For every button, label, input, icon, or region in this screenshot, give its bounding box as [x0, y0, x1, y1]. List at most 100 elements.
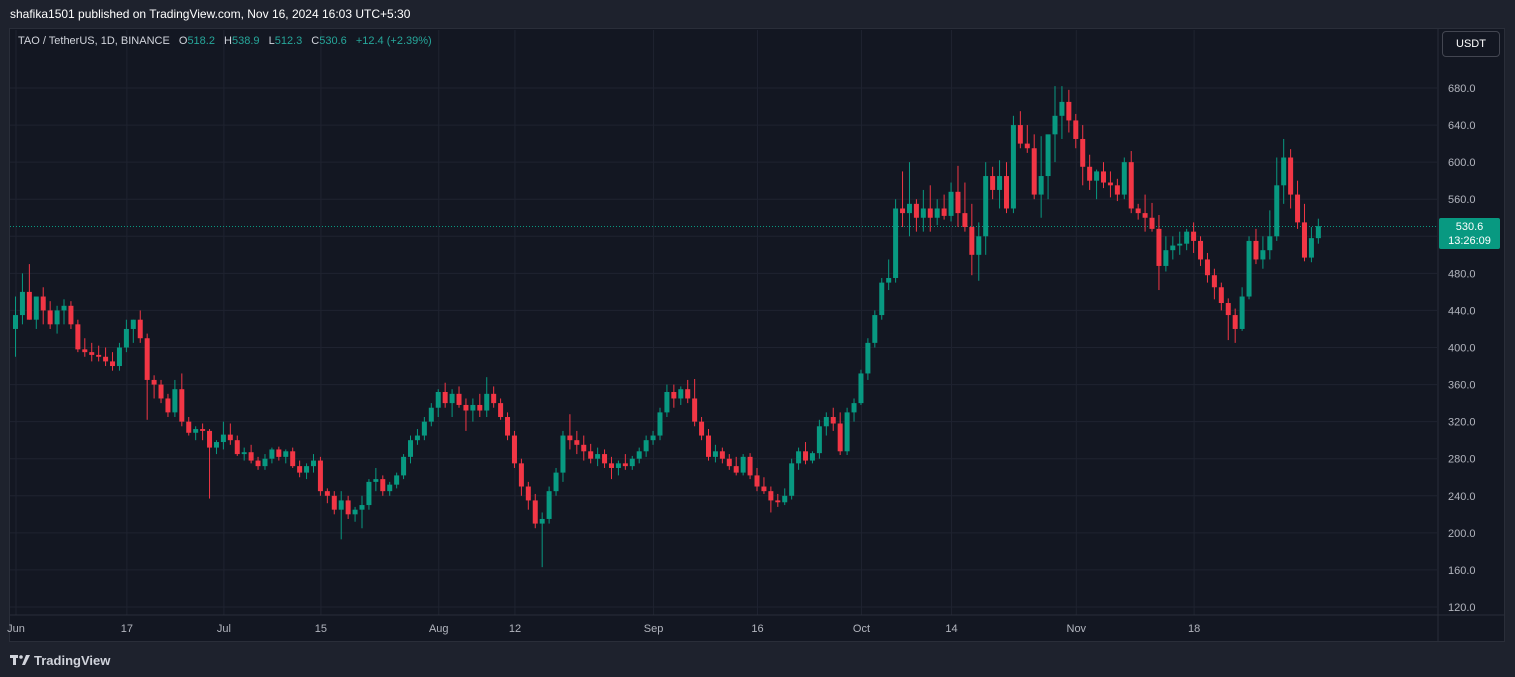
candle[interactable] — [886, 259, 892, 291]
candle[interactable] — [1267, 210, 1273, 260]
candle[interactable] — [1045, 134, 1051, 200]
candle[interactable] — [82, 338, 88, 357]
candle[interactable] — [1052, 86, 1058, 163]
candle[interactable] — [310, 454, 316, 473]
candle[interactable] — [1191, 222, 1197, 253]
candle[interactable] — [1087, 154, 1093, 190]
candle[interactable] — [581, 435, 587, 461]
candle[interactable] — [470, 398, 476, 422]
candle[interactable] — [248, 444, 254, 464]
candle[interactable] — [809, 451, 815, 464]
candle[interactable] — [906, 162, 912, 237]
candle[interactable] — [317, 456, 323, 496]
candle[interactable] — [629, 455, 635, 470]
candle[interactable] — [525, 481, 531, 510]
candle[interactable] — [602, 449, 608, 468]
candle[interactable] — [816, 419, 822, 459]
candle[interactable] — [969, 203, 975, 276]
candle[interactable] — [740, 454, 746, 476]
candle[interactable] — [234, 435, 240, 456]
candle[interactable] — [837, 412, 843, 456]
candle[interactable] — [68, 301, 74, 329]
candle[interactable] — [484, 377, 490, 418]
candle[interactable] — [546, 486, 552, 524]
candle[interactable] — [532, 493, 538, 529]
candle[interactable] — [463, 398, 469, 431]
candle[interactable] — [1308, 227, 1314, 263]
candle[interactable] — [1163, 236, 1169, 272]
candle[interactable] — [269, 447, 275, 464]
candle[interactable] — [283, 449, 289, 464]
candle[interactable] — [110, 352, 116, 371]
candle[interactable] — [733, 456, 739, 476]
candle[interactable] — [990, 166, 996, 200]
candle[interactable] — [844, 407, 850, 456]
candle[interactable] — [671, 384, 677, 408]
candle[interactable] — [1038, 136, 1044, 218]
candle[interactable] — [983, 162, 989, 255]
candle[interactable] — [726, 454, 732, 470]
candle[interactable] — [803, 442, 809, 465]
candle[interactable] — [89, 342, 95, 362]
candle[interactable] — [61, 299, 67, 325]
candle[interactable] — [1301, 203, 1307, 262]
candle[interactable] — [130, 319, 136, 343]
candle[interactable] — [879, 277, 885, 320]
candle[interactable] — [1225, 298, 1231, 341]
candle[interactable] — [373, 467, 379, 492]
candle[interactable] — [220, 421, 226, 450]
candle[interactable] — [1101, 162, 1107, 189]
candle[interactable] — [1114, 178, 1120, 202]
candle[interactable] — [103, 347, 109, 367]
candle[interactable] — [123, 319, 129, 353]
candle[interactable] — [1232, 308, 1238, 343]
candle[interactable] — [948, 182, 954, 222]
candle[interactable] — [40, 287, 46, 325]
candle[interactable] — [1170, 236, 1176, 260]
candle[interactable] — [1128, 151, 1134, 214]
candle[interactable] — [200, 423, 206, 441]
candle[interactable] — [796, 447, 802, 470]
candle[interactable] — [505, 412, 511, 441]
candle[interactable] — [699, 417, 705, 441]
candle[interactable] — [1059, 86, 1065, 139]
candle[interactable] — [428, 403, 434, 427]
candle[interactable] — [1156, 214, 1162, 291]
candle[interactable] — [1149, 202, 1155, 232]
candle[interactable] — [165, 393, 171, 418]
candle[interactable] — [75, 319, 81, 353]
candle[interactable] — [539, 512, 545, 568]
candle[interactable] — [761, 477, 767, 494]
candle[interactable] — [1073, 113, 1079, 149]
candle[interactable] — [1253, 228, 1259, 265]
candle[interactable] — [595, 447, 601, 467]
candle[interactable] — [1121, 157, 1127, 200]
candle[interactable] — [1142, 194, 1148, 232]
candle[interactable] — [782, 488, 788, 506]
candle[interactable] — [408, 435, 414, 464]
candle[interactable] — [678, 386, 684, 405]
candle[interactable] — [227, 423, 233, 445]
candle[interactable] — [1184, 228, 1190, 251]
candle[interactable] — [1246, 236, 1252, 300]
candle[interactable] — [276, 446, 282, 461]
candle[interactable] — [893, 199, 899, 283]
candle[interactable] — [955, 165, 961, 228]
candle[interactable] — [664, 384, 670, 418]
candle[interactable] — [927, 185, 933, 232]
candle[interactable] — [692, 379, 698, 427]
candle[interactable] — [615, 460, 621, 476]
candle[interactable] — [421, 417, 427, 441]
candle[interactable] — [830, 407, 836, 431]
candle[interactable] — [304, 463, 310, 480]
candle[interactable] — [498, 398, 504, 420]
candle[interactable] — [920, 189, 926, 232]
candle[interactable] — [1003, 162, 1009, 214]
candle[interactable] — [255, 456, 261, 470]
candle[interactable] — [297, 460, 303, 478]
candle[interactable] — [331, 491, 337, 515]
candle[interactable] — [158, 379, 164, 404]
candle[interactable] — [345, 495, 351, 519]
candle[interactable] — [1218, 282, 1224, 311]
